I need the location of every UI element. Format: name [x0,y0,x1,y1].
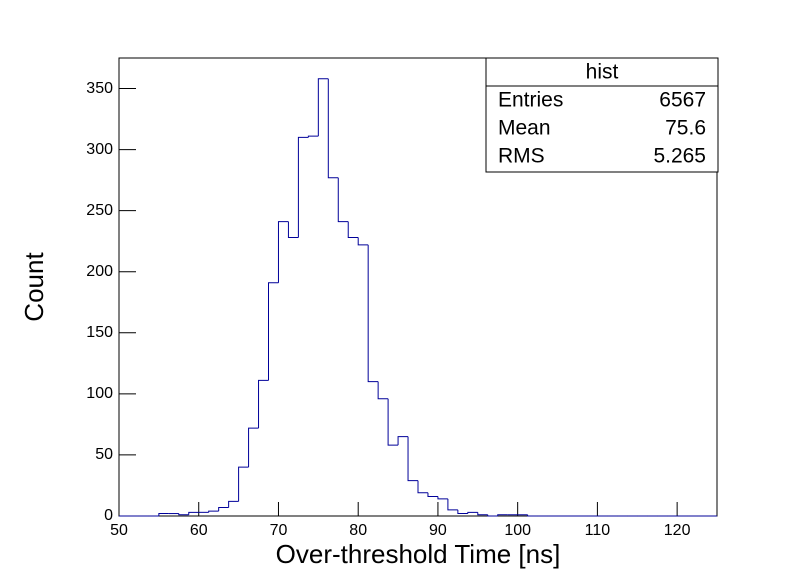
histogram-bin [327,78,339,179]
stats-value: 6567 [659,89,706,112]
y-tick-label: 150 [86,324,113,341]
histogram-bin [297,136,309,238]
x-tick-label: 50 [110,522,128,539]
stats-value: 75.6 [665,117,706,140]
histogram-bin [208,510,219,513]
histogram-bin [347,221,359,239]
histogram-bin [307,135,319,138]
histogram-bin [357,237,369,246]
histogram-bin [427,492,438,497]
stats-label: RMS [498,145,545,168]
histogram-bin [188,511,199,515]
x-tick-label: 70 [270,522,288,539]
histogram-bin [238,466,249,502]
histogram-bin [477,512,488,516]
histogram-bin [178,513,189,516]
histogram-bin [228,500,239,508]
y-axis-title: Count [19,252,49,322]
histogram-bin [497,514,508,516]
histogram-bin [397,436,409,446]
y-tick-label: 50 [95,446,113,463]
plot-frame [118,57,718,517]
y-tick-label: 200 [86,263,113,280]
histogram-bin [467,511,478,514]
y-tick-label: 350 [86,80,113,97]
histogram-bin [387,398,399,446]
histogram-bin [367,244,379,383]
y-tick-label: 250 [86,202,113,219]
histogram-bin [447,498,458,511]
x-axis-title: Over-threshold Time [ns] [276,539,561,569]
x-tick-label: 60 [190,522,208,539]
y-tick-label: 300 [86,141,113,158]
histogram-bin [487,514,498,517]
histogram-bin [317,78,329,137]
histogram-bin [417,480,428,494]
stats-box: hist [485,57,719,173]
histogram-bin [337,177,349,223]
histogram-bin [407,436,418,482]
stats-frame [485,57,719,173]
histogram-bin [158,513,169,516]
x-tick-label: 90 [429,522,447,539]
histogram-bin [527,514,538,517]
x-tick-label: 100 [504,522,531,539]
y-tick-label: 100 [86,385,113,402]
y-tick-label: 0 [104,507,113,524]
histogram-bin [248,427,259,468]
histogram-bin [457,509,468,515]
histogram-bin [268,282,279,381]
histogram-bin [287,221,299,239]
stats-label: Mean [498,117,551,140]
histogram-bin [258,379,269,429]
x-tick-label: 80 [349,522,367,539]
stats-label: Entries [498,89,563,112]
histogram-bin [437,496,448,500]
stats-title: hist [586,61,619,84]
histogram-bin [218,506,229,512]
histogram-bin [377,381,389,400]
x-tick-label: 120 [664,522,691,539]
x-tick-label: 110 [585,522,611,539]
stats-value: 5.265 [653,145,706,168]
histogram-bin [277,221,289,283]
